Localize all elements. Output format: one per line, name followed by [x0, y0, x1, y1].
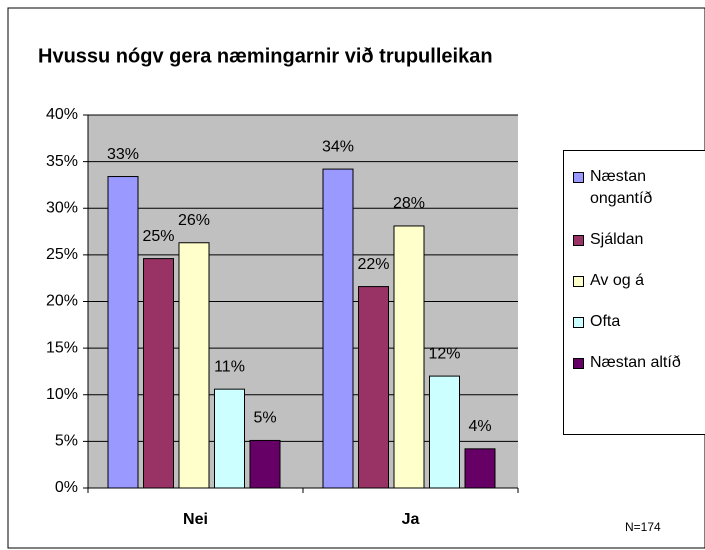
- data-label: 34%: [322, 138, 354, 155]
- legend-item: Næstan altíð: [573, 352, 705, 374]
- y-tick-label: 5%: [55, 433, 78, 450]
- data-label: 28%: [393, 195, 425, 212]
- y-tick-label: 35%: [46, 153, 78, 170]
- data-label: 26%: [178, 212, 210, 229]
- legend-item: Av og á: [573, 270, 705, 292]
- y-tick-label: 25%: [46, 246, 78, 263]
- y-tick-label: 40%: [46, 106, 78, 123]
- legend-swatch: [573, 317, 584, 328]
- legend-item: Sjáldan: [573, 229, 705, 251]
- legend-label: Næstan altíð: [590, 354, 681, 371]
- data-label: 22%: [357, 256, 389, 273]
- bar: [249, 439, 281, 489]
- bar: [214, 388, 245, 489]
- legend-item: Ofta: [573, 311, 705, 333]
- legend-swatch: [573, 172, 584, 183]
- x-tick-label: Ja: [402, 511, 420, 528]
- bar: [429, 375, 460, 489]
- annotation: N=174: [625, 520, 661, 534]
- bar: [107, 176, 139, 489]
- data-label: 33%: [107, 146, 139, 163]
- bar: [143, 258, 174, 489]
- data-label: 4%: [468, 418, 491, 435]
- frame: [7, 7, 705, 549]
- legend-swatch: [573, 276, 584, 287]
- data-label: 12%: [428, 345, 460, 362]
- bar: [464, 448, 496, 489]
- y-tick-label: 15%: [46, 339, 78, 356]
- y-tick-label: 20%: [46, 293, 78, 310]
- legend-swatch: [573, 235, 584, 246]
- legend-label: Sjáldan: [590, 231, 644, 248]
- legend-item: Næstan ongantíð: [573, 166, 705, 210]
- bar: [358, 286, 389, 489]
- legend-label: Av og á: [590, 272, 644, 289]
- y-tick-label: 0%: [55, 479, 78, 496]
- x-tick-label: Nei: [183, 511, 208, 528]
- legend-label: Næstan ongantíð: [590, 168, 653, 207]
- chart-title: Hvussu nógv gera næmingarnir við trupull…: [38, 45, 493, 67]
- legend-label: Ofta: [590, 313, 621, 330]
- bar: [393, 225, 425, 489]
- y-tick-label: 30%: [46, 199, 78, 216]
- data-label: 5%: [253, 410, 276, 427]
- legend: Næstan ongantíð Sjáldan Av og á Ofta Næstan …: [563, 150, 705, 435]
- data-label: 25%: [142, 228, 174, 245]
- y-tick-label: 10%: [46, 386, 78, 403]
- data-label: 11%: [214, 358, 245, 375]
- legend-swatch: [573, 358, 584, 369]
- bar: [178, 242, 210, 489]
- bar: [322, 168, 354, 489]
